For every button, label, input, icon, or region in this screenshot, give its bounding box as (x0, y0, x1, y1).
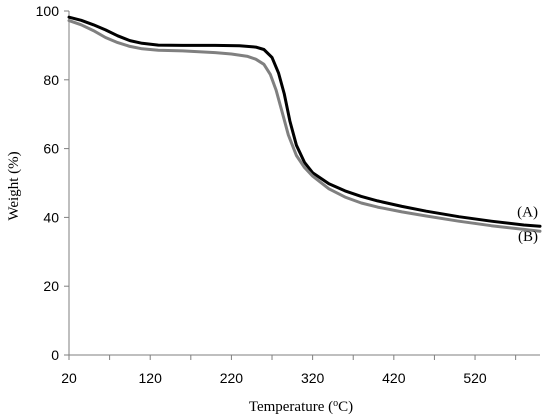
y-tick-label: 60 (43, 141, 59, 157)
series-line-a (67, 15, 542, 228)
series-label-b: (B) (518, 229, 538, 245)
y-tick-label: 20 (43, 278, 59, 294)
y-tick-label: 80 (43, 72, 59, 88)
series-labels: (A) (B) (517, 204, 538, 245)
x-tick-label: 220 (220, 370, 244, 386)
x-tick-label: 20 (61, 370, 77, 386)
x-axis-title: Temperature (oC) (249, 398, 353, 416)
x-tick-label: 320 (301, 370, 325, 386)
y-axis-title: Weight (%) (6, 151, 22, 220)
y-axis-ticks: 0 20 40 60 80 100 (36, 3, 69, 363)
series-label-a: (A) (517, 204, 538, 220)
x-axis-title-superscript: o (333, 398, 338, 409)
x-tick-label: 420 (382, 370, 406, 386)
x-axis-ticks: 20 120 220 320 420 520 (61, 355, 517, 386)
series-group (67, 15, 542, 233)
series-line-b (67, 19, 542, 233)
y-tick-label: 100 (36, 3, 60, 19)
y-tick-label: 0 (51, 347, 59, 363)
x-tick-label: 120 (139, 370, 163, 386)
x-tick-label: 520 (463, 370, 487, 386)
y-tick-label: 40 (43, 209, 59, 225)
